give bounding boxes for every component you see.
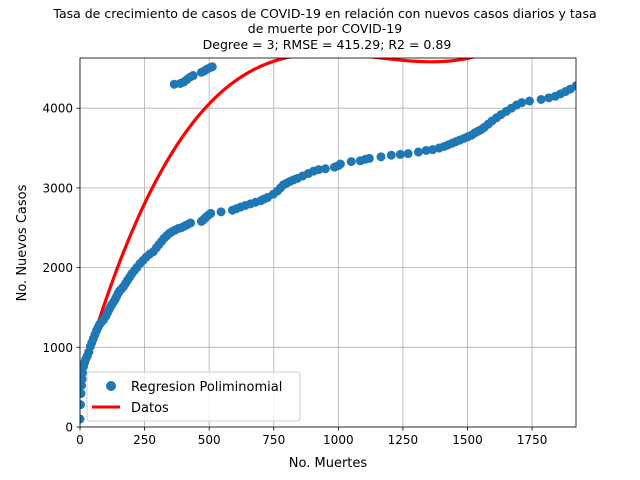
data-point bbox=[395, 149, 405, 159]
data-point bbox=[207, 62, 217, 72]
data-point bbox=[403, 149, 413, 159]
data-point bbox=[346, 157, 356, 167]
data-points-layer bbox=[80, 62, 576, 424]
data-point bbox=[413, 147, 423, 157]
data-point bbox=[314, 165, 324, 175]
data-point bbox=[335, 159, 345, 169]
chart-title-line-1: Tasa de crecimiento de casos de COVID-19… bbox=[52, 6, 596, 21]
y-tick-label: 3000 bbox=[42, 181, 73, 195]
y-axis-label: No. Nuevos Casos bbox=[15, 184, 30, 301]
data-point bbox=[80, 389, 86, 399]
x-tick-label: 750 bbox=[262, 433, 285, 447]
legend-box bbox=[86, 371, 301, 422]
data-point bbox=[386, 150, 396, 160]
data-point bbox=[525, 96, 534, 106]
y-tick-label: 1000 bbox=[42, 341, 73, 355]
data-point bbox=[206, 208, 216, 218]
legend-marker-icon bbox=[106, 381, 116, 391]
data-point bbox=[536, 94, 546, 104]
data-point bbox=[80, 414, 85, 424]
legend: Regresion Poliminomial Datos bbox=[86, 371, 301, 422]
data-point bbox=[571, 81, 576, 91]
data-point bbox=[80, 400, 86, 410]
data-point bbox=[320, 164, 330, 174]
x-tick-label: 1750 bbox=[517, 433, 548, 447]
x-tick-label: 1250 bbox=[388, 433, 419, 447]
y-tick-label: 4000 bbox=[42, 102, 73, 116]
y-tick-label: 2000 bbox=[42, 261, 73, 275]
data-point bbox=[364, 153, 374, 163]
x-tick-label: 500 bbox=[198, 433, 221, 447]
regression-curve bbox=[80, 58, 477, 383]
plot-frame bbox=[79, 57, 577, 428]
y-tick-label: 0 bbox=[65, 421, 73, 435]
x-tick-label: 250 bbox=[133, 433, 156, 447]
legend-label-scatter: Regresion Poliminomial bbox=[131, 380, 282, 395]
legend-label-line: Datos bbox=[131, 401, 169, 416]
chart-subtitle: Degree = 3; RMSE = 415.29; R2 = 0.89 bbox=[199, 37, 452, 52]
data-point bbox=[188, 71, 198, 81]
data-point bbox=[517, 98, 527, 108]
data-point bbox=[186, 218, 196, 228]
x-tick-label: 0 bbox=[76, 433, 84, 447]
data-point bbox=[376, 152, 386, 162]
x-tick-label: 1000 bbox=[323, 433, 354, 447]
axes bbox=[76, 57, 577, 431]
tick-labels: 0 250 500 750 1000 1250 1500 1750 0 1000 2000 3000 4… bbox=[42, 102, 547, 447]
x-axis-label: No. Muertes bbox=[289, 456, 368, 471]
chart-title-line-2: de muerte por COVID-19 bbox=[248, 21, 402, 36]
data-point bbox=[216, 207, 226, 217]
x-tick-label: 1500 bbox=[452, 433, 483, 447]
regression-curve-layer bbox=[80, 58, 477, 383]
